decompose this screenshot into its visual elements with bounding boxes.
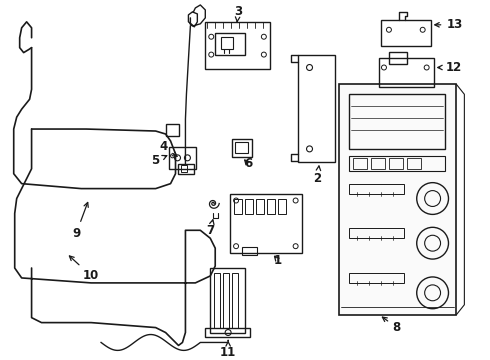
Bar xyxy=(166,124,179,136)
Bar xyxy=(205,22,270,69)
Text: 7: 7 xyxy=(206,220,214,237)
Text: 13: 13 xyxy=(435,18,463,31)
Bar xyxy=(232,139,252,157)
Text: 12: 12 xyxy=(438,61,462,74)
Bar xyxy=(379,58,434,87)
Bar xyxy=(381,20,431,46)
Bar xyxy=(230,194,301,253)
Bar xyxy=(210,268,245,333)
Bar xyxy=(178,164,195,174)
Bar xyxy=(223,273,229,328)
Bar xyxy=(371,158,385,169)
Bar xyxy=(256,198,264,215)
Bar xyxy=(221,37,233,49)
Bar xyxy=(349,228,404,238)
Bar xyxy=(297,55,335,162)
Bar xyxy=(267,198,275,215)
Bar xyxy=(181,165,188,172)
Bar xyxy=(353,158,367,169)
Bar xyxy=(235,142,248,153)
Bar xyxy=(389,51,407,63)
Text: 9: 9 xyxy=(72,202,88,240)
Bar xyxy=(214,273,220,328)
Bar xyxy=(242,247,257,255)
Bar xyxy=(215,33,245,55)
Bar xyxy=(407,158,421,169)
Bar xyxy=(205,328,250,337)
Text: 1: 1 xyxy=(274,253,282,266)
Bar xyxy=(169,147,196,169)
Text: 11: 11 xyxy=(220,340,236,359)
Bar xyxy=(339,84,456,315)
Bar xyxy=(245,198,253,215)
Text: 10: 10 xyxy=(70,256,99,283)
Bar xyxy=(349,273,404,283)
Bar xyxy=(389,158,403,169)
Bar xyxy=(234,198,242,215)
Text: 4: 4 xyxy=(159,140,177,156)
Text: 2: 2 xyxy=(314,166,321,185)
Bar xyxy=(349,156,444,171)
Text: 3: 3 xyxy=(234,5,242,22)
Bar xyxy=(278,198,286,215)
Bar xyxy=(232,273,238,328)
Text: 8: 8 xyxy=(382,317,401,334)
Bar xyxy=(349,184,404,194)
Text: 6: 6 xyxy=(244,157,252,170)
Bar xyxy=(349,94,444,149)
Text: 5: 5 xyxy=(151,154,167,167)
